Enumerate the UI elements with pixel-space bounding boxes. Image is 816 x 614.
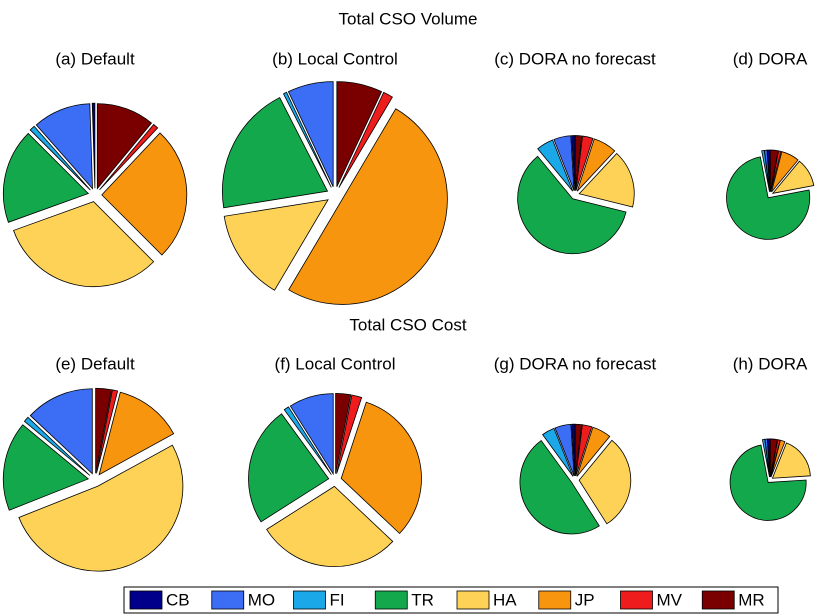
pie-slice (761, 149, 770, 192)
pie-slice (574, 423, 583, 476)
legend-label: MV (657, 590, 683, 609)
row-title: Total CSO Volume (339, 9, 478, 28)
legend-swatch (701, 590, 735, 610)
legend-swatch (538, 590, 572, 610)
pie-slice (336, 394, 363, 474)
pie-slice (726, 156, 811, 240)
legend-label: JP (575, 590, 595, 609)
pie-title: (c) DORA no forecast (494, 49, 656, 68)
pie-slice (13, 201, 155, 288)
pie-slice (578, 152, 635, 208)
legend-label: MO (248, 590, 275, 609)
pie-slice (554, 423, 575, 477)
pie-slice (542, 427, 574, 477)
pie-slice (96, 103, 153, 190)
pie-slice (338, 91, 393, 188)
pie-slice (289, 393, 334, 476)
legend-label: TR (411, 590, 434, 609)
pie-title: (h) DORA (733, 354, 808, 373)
pie-slice (2, 424, 90, 511)
pie-slice (287, 81, 334, 187)
pie-slice (29, 125, 91, 191)
pie-slice (576, 138, 616, 192)
legend-swatch (456, 590, 490, 610)
pie-slice (761, 438, 770, 478)
pie-slice (283, 406, 332, 475)
pie-slice (553, 135, 575, 191)
pie-slice (266, 485, 394, 568)
legend-label: HA (493, 590, 517, 609)
pie-title: (a) Default (55, 49, 135, 68)
pie-slice (574, 135, 583, 191)
pie-slice (517, 155, 627, 255)
pie-slice (96, 389, 119, 474)
pie-slice (578, 439, 632, 525)
pie-slice (537, 139, 574, 192)
row-title: Total CSO Cost (349, 315, 466, 334)
pie-slice (23, 416, 91, 476)
pie-slice (335, 392, 352, 474)
pie-slice (91, 102, 96, 189)
pie-slice (771, 442, 811, 479)
pie-slice (2, 132, 90, 223)
legend-swatch (293, 590, 326, 610)
pie-slice (282, 91, 332, 188)
pie-slice (340, 401, 422, 535)
pie-slice (771, 160, 815, 194)
legend-swatch (129, 590, 163, 610)
pie-slice (98, 391, 175, 476)
legend-label: FI (330, 590, 345, 609)
legend-label: MR (738, 590, 764, 609)
pie-title: (e) Default (55, 354, 135, 373)
pie-slice (575, 135, 594, 191)
pie-slice (99, 123, 159, 191)
pie-slice (769, 438, 778, 478)
pie-slice (221, 97, 329, 209)
pie-title: (f) Local Control (275, 354, 396, 373)
pie-slice (769, 149, 779, 192)
legend-swatch (620, 590, 653, 610)
pie-title: (b) Local Control (272, 49, 398, 68)
pie-slice (575, 424, 593, 477)
pie-slice (29, 388, 93, 475)
pie-slice (770, 150, 782, 192)
pie-slice (519, 440, 600, 535)
pie-title: (d) DORA (733, 49, 808, 68)
pie-slice (771, 151, 799, 193)
pie-slice (18, 444, 184, 572)
pie-slice (729, 444, 807, 521)
legend-label: CB (166, 590, 190, 609)
pie-slice (336, 81, 383, 187)
pie-slice (95, 387, 113, 474)
pie-slice (223, 199, 329, 291)
legend-swatch (374, 590, 408, 610)
pie-slice (288, 108, 448, 305)
pie-slice (576, 426, 611, 477)
pie-slice (101, 132, 188, 256)
pie-title: (g) DORA no forecast (494, 354, 657, 373)
pie-slice (248, 413, 330, 523)
pie-slice (35, 103, 93, 190)
legend-swatch (211, 590, 245, 610)
